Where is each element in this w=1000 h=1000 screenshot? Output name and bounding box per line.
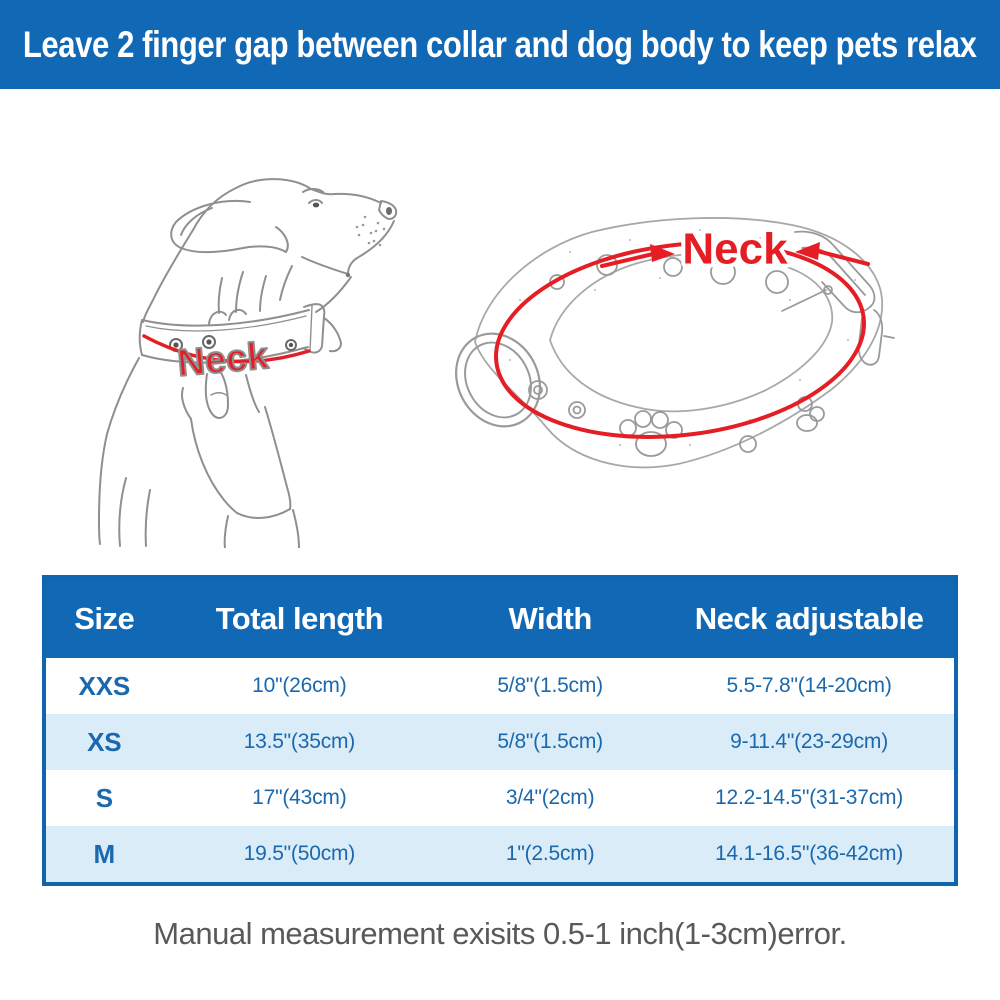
header-size: Size (44, 577, 163, 658)
table-row-xxs: XXS 10"(26cm) 5/8"(1.5cm) 5.5-7.8"(14-20… (44, 658, 956, 714)
muzzle-stipple (355, 215, 386, 247)
neck-measure-arc (142, 334, 311, 364)
top-banner: Leave 2 finger gap between collar and do… (0, 0, 1000, 89)
dog-neck-diagram: Neck (98, 178, 398, 548)
dog-eye (302, 188, 324, 208)
size-chart-table: Size Total length Width Neck adjustable … (42, 575, 958, 886)
dog-neck-label: Neck (176, 335, 271, 385)
cell-neck-adjustable: 14.1-16.5"(36-42cm) (715, 842, 904, 865)
dog-ear (170, 200, 289, 254)
header-total-length: Total length (162, 577, 437, 658)
cell-neck-adjustable: 5.5-7.8"(14-20cm) (726, 674, 892, 697)
cell-width: 1"(2.5cm) (505, 842, 595, 865)
hand-two-fingers (181, 308, 300, 548)
cell-size: XXS (78, 670, 131, 701)
cell-neck-adjustable: 9-11.4"(23-29cm) (730, 730, 889, 753)
cell-neck-adjustable: 12.2-14.5"(31-37cm) (715, 786, 904, 809)
banner-text: Leave 2 finger gap between collar and do… (23, 23, 977, 65)
cell-total-length: 10"(26cm) (252, 674, 347, 697)
table-row-xs: XS 13.5"(35cm) 5/8"(1.5cm) 9-11.4"(23-29… (44, 714, 956, 770)
cell-size: XS (87, 726, 122, 757)
collar-holes (549, 254, 789, 453)
cell-total-length: 13.5"(35cm) (243, 730, 356, 753)
table-row-m: M 19.5"(50cm) 1"(2.5cm) 14.1-16.5"(36-42… (44, 826, 956, 884)
header-neck-adjustable: Neck adjustable (664, 577, 956, 658)
cell-size: M (93, 838, 116, 869)
cell-total-length: 19.5"(50cm) (243, 842, 356, 865)
header-width: Width (436, 577, 665, 658)
collar-sketch: Neck (455, 217, 895, 469)
neck-measure-ellipse (494, 241, 866, 439)
collar-neck-diagram: Neck (455, 217, 895, 469)
cell-total-length: 17"(43cm) (252, 786, 347, 809)
dog-nose (386, 207, 392, 215)
dog-head-sketch: Neck (98, 178, 398, 548)
cell-width: 5/8"(1.5cm) (497, 730, 603, 753)
paw-print (619, 410, 683, 457)
table-row-s: S 17"(43cm) 3/4"(2cm) 12.2-14.5"(31-37cm… (44, 770, 956, 826)
neck-arrows (600, 242, 870, 268)
measurement-error-note: Manual measurement exisits 0.5-1 inch(1-… (153, 916, 847, 951)
cell-size: S (95, 782, 113, 813)
cell-width: 5/8"(1.5cm) (497, 674, 603, 697)
paw-print-small (796, 396, 825, 432)
table-header-row: Size Total length Width Neck adjustable (44, 577, 956, 658)
d-ring (455, 332, 541, 428)
collar-studs (528, 380, 586, 419)
cell-width: 3/4"(2cm) (505, 786, 595, 809)
collar-neck-label: Neck (682, 225, 788, 274)
